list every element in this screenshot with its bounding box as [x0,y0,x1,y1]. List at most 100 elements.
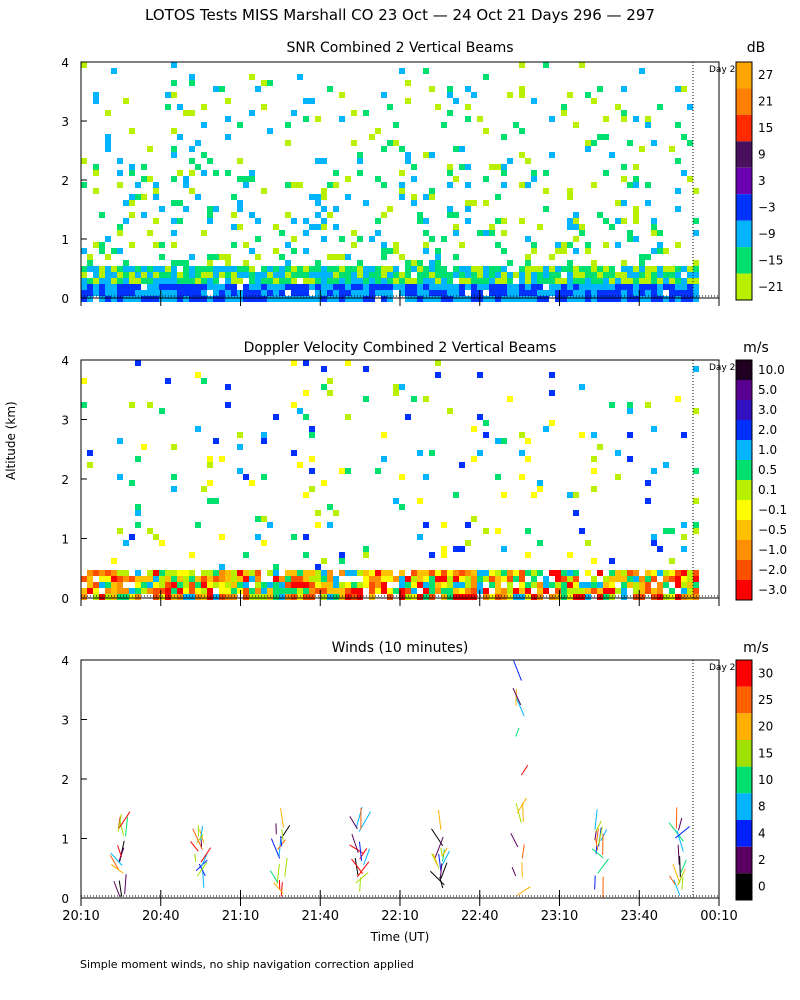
heatmap-cell [273,414,279,420]
y-tick-label: 2 [61,773,69,787]
heatmap-cell [621,110,627,116]
heatmap-cell [507,260,513,266]
heatmap-cell [471,570,477,576]
heatmap-cell [591,582,597,588]
heatmap-cell [393,498,399,504]
heatmap-cell [651,218,657,224]
heatmap-cell [345,176,351,182]
heatmap-cell [435,278,441,284]
wind-barb [351,858,364,874]
heatmap-cell [381,272,387,278]
heatmap-cell [141,164,147,170]
heatmap-cell [405,158,411,164]
heatmap-cell [345,360,351,366]
heatmap-cell [351,266,357,272]
heatmap-cell [513,570,519,576]
heatmap-cell [189,278,195,284]
heatmap-cell [225,570,231,576]
heatmap-cell [639,588,645,594]
heatmap-cell [267,272,273,278]
heatmap-cell [111,594,117,600]
heatmap-cell [609,402,615,408]
heatmap-cell [165,576,171,582]
wind-barb [198,863,206,877]
heatmap-cell [399,182,405,188]
heatmap-cell [333,296,339,302]
heatmap-cell [681,522,687,528]
heatmap-cell [303,414,309,420]
heatmap-cell [159,296,165,302]
heatmap-cell [117,224,123,230]
heatmap-cell [261,438,267,444]
heatmap-cell [327,296,333,302]
heatmap-cell [405,284,411,290]
heatmap-cell [693,594,699,600]
heatmap-cell [681,534,687,540]
heatmap-cell [345,290,351,296]
heatmap-cell [303,218,309,224]
heatmap-cell [333,290,339,296]
heatmap-cell [477,272,483,278]
wind-barb [358,841,363,861]
heatmap-cell [339,272,345,278]
heatmap-cell [687,594,693,600]
heatmap-cell [573,248,579,254]
heatmap-cell [159,266,165,272]
colorbar-tick-label: 3.0 [758,403,777,417]
heatmap-cell [123,296,129,302]
heatmap-cell [615,272,621,278]
heatmap-cell [423,278,429,284]
wind-barb [109,854,120,871]
heatmap-cell [255,582,261,588]
heatmap-cell [435,260,441,266]
heatmap-cell [201,230,207,236]
wind-barb [515,697,525,717]
heatmap-cell [693,284,699,290]
heatmap-cell [423,152,429,158]
heatmap-cell [153,290,159,296]
heatmap-cell [333,588,339,594]
heatmap-cell [615,474,621,480]
colorbar-tick-label: 27 [758,68,773,82]
wind-barb [675,826,690,839]
heatmap-cell [303,582,309,588]
heatmap-cell [357,290,363,296]
heatmap-cell [129,194,135,200]
heatmap-cell [519,296,525,302]
heatmap-cell [543,296,549,302]
heatmap-cell [225,170,231,176]
heatmap-cell [609,152,615,158]
heatmap-cell [123,278,129,284]
heatmap-cell [633,594,639,600]
heatmap-cell [585,570,591,576]
heatmap-cell [153,582,159,588]
heatmap-cell [333,182,339,188]
heatmap-cell [147,290,153,296]
heatmap-cell [585,248,591,254]
heatmap-cell [147,230,153,236]
heatmap-cell [537,284,543,290]
heatmap-cell [189,158,195,164]
heatmap-cell [543,62,549,68]
heatmap-cell [219,594,225,600]
heatmap-cell [357,266,363,272]
heatmap-cell [393,272,399,278]
heatmap-cell [93,570,99,576]
heatmap-cell [471,456,477,462]
heatmap-cell [123,594,129,600]
heatmap-cell [519,266,525,272]
heatmap-cell [267,278,273,284]
heatmap-cell [573,266,579,272]
heatmap-cell [207,158,213,164]
heatmap-cell [501,290,507,296]
heatmap-cell [381,212,387,218]
heatmap-cell [417,534,423,540]
heatmap-cell [567,188,573,194]
heatmap-cell [177,588,183,594]
heatmap-cell [273,588,279,594]
heatmap-cell [447,570,453,576]
heatmap-cell [315,570,321,576]
heatmap-cell [531,284,537,290]
heatmap-cell [243,552,249,558]
heatmap-cell [93,272,99,278]
